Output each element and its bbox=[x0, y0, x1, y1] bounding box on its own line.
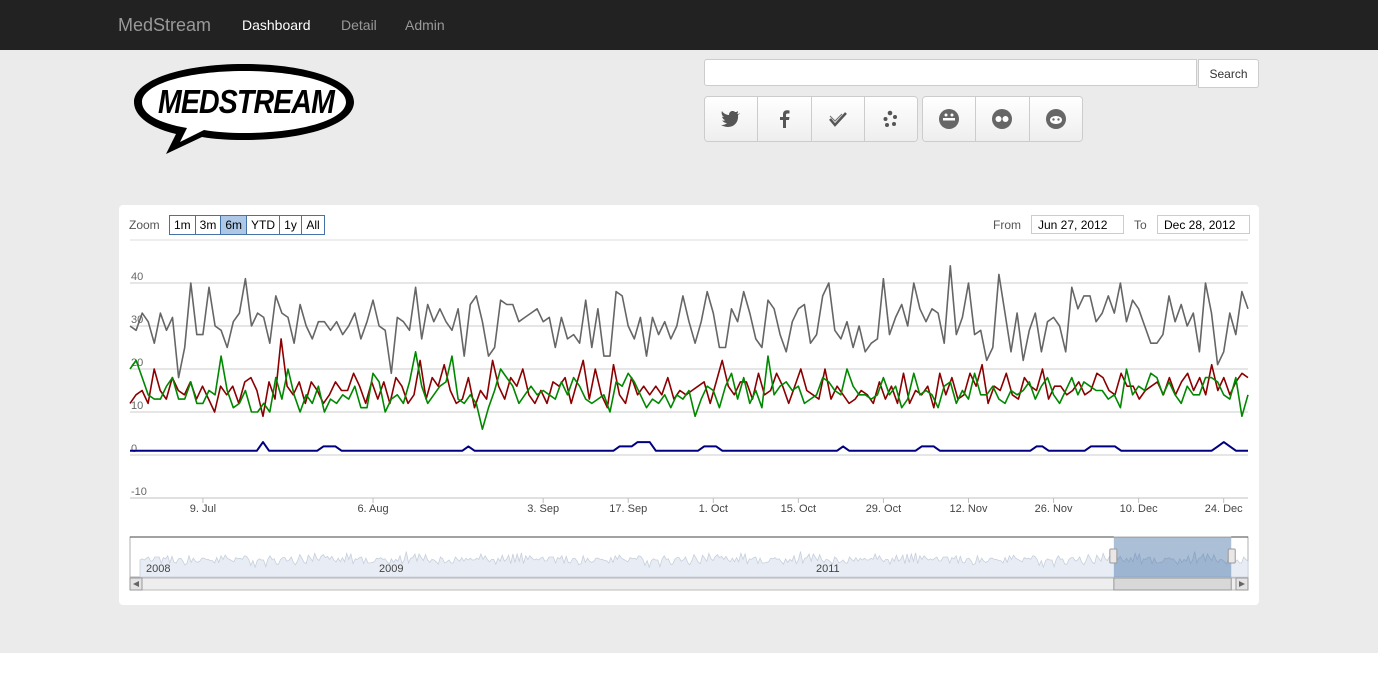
zoom-1m-button[interactable]: 1m bbox=[170, 216, 196, 234]
flickr-button[interactable] bbox=[976, 97, 1030, 141]
zoom-label: Zoom bbox=[129, 218, 160, 232]
series-gray-line bbox=[129, 264, 1249, 379]
navigator-selection[interactable] bbox=[1113, 537, 1232, 577]
social-group-2 bbox=[922, 96, 1083, 142]
zoom-ytd-button[interactable]: YTD bbox=[247, 216, 281, 234]
x-tick-label: 9. Jul bbox=[190, 503, 216, 515]
brand-link[interactable]: MedStream bbox=[118, 15, 212, 35]
nav-dashboard[interactable]: Dashboard bbox=[242, 17, 311, 33]
scrollbar-thumb[interactable] bbox=[1113, 577, 1232, 591]
medstream-logo: MEDSTREAM bbox=[134, 64, 354, 154]
x-tick-label: 6. Aug bbox=[357, 503, 388, 515]
search-button[interactable]: Search bbox=[1198, 59, 1259, 88]
y-tick-label: 40 bbox=[131, 271, 143, 283]
navigator-year-label: 2011 bbox=[816, 563, 840, 575]
facebook-button[interactable] bbox=[758, 97, 812, 141]
reddit-icon bbox=[1045, 109, 1066, 129]
social-group-1 bbox=[704, 96, 918, 142]
patient-opinion-icon bbox=[939, 109, 960, 129]
navigator-year-label: 2009 bbox=[379, 563, 403, 575]
zoom-6m-button[interactable]: 6m bbox=[221, 216, 248, 234]
x-tick-label: 3. Sep bbox=[527, 503, 559, 515]
facebook-icon bbox=[780, 110, 790, 128]
x-tick-label: 24. Dec bbox=[1205, 503, 1243, 515]
navbar: MedStream Dashboard Detail Admin bbox=[0, 0, 1378, 50]
x-tick-label: 17. Sep bbox=[609, 503, 647, 515]
series-green-line bbox=[129, 351, 1249, 430]
scroll-right-arrow-icon bbox=[1239, 581, 1245, 587]
x-tick-label: 1. Oct bbox=[699, 503, 728, 515]
stock-chart-panel: Zoom 1m 3m 6m YTD 1y All From Jun 27, 20… bbox=[119, 205, 1259, 605]
zoom-1y-button[interactable]: 1y bbox=[280, 216, 303, 234]
x-tick-label: 15. Oct bbox=[781, 503, 816, 515]
from-date-input[interactable]: Jun 27, 2012 bbox=[1031, 215, 1124, 234]
search-input[interactable] bbox=[704, 59, 1197, 86]
flickr-icon bbox=[992, 109, 1013, 129]
twitter-icon bbox=[721, 111, 741, 127]
y-tick-label: -10 bbox=[131, 486, 147, 498]
x-tick-label: 12. Nov bbox=[950, 503, 988, 515]
series-blue-line bbox=[130, 441, 1248, 452]
y-tick-label: 10 bbox=[131, 400, 143, 412]
nav-detail[interactable]: Detail bbox=[341, 17, 377, 33]
navigator-year-label: 2008 bbox=[146, 563, 170, 575]
zoom-button-group: 1m 3m 6m YTD 1y All bbox=[169, 215, 326, 235]
twitter-button[interactable] bbox=[705, 97, 759, 141]
zoom-all-button[interactable]: All bbox=[302, 216, 325, 234]
to-label: To bbox=[1134, 218, 1147, 232]
navigator-handle-left[interactable] bbox=[1109, 548, 1118, 564]
x-tick-label: 10. Dec bbox=[1120, 503, 1158, 515]
from-label: From bbox=[993, 218, 1021, 232]
to-date-input[interactable]: Dec 28, 2012 bbox=[1157, 215, 1250, 234]
navigator-series bbox=[139, 551, 1249, 578]
y-tick-label: 0 bbox=[131, 443, 137, 455]
x-tick-label: 29. Oct bbox=[866, 503, 901, 515]
reddit-button[interactable] bbox=[1029, 97, 1082, 141]
navigator-handle-right[interactable] bbox=[1227, 548, 1236, 564]
scrollbar-track[interactable] bbox=[129, 577, 1249, 591]
foursquare-icon bbox=[828, 112, 847, 127]
scroll-left-arrow-icon bbox=[133, 581, 139, 587]
nav-admin[interactable]: Admin bbox=[405, 17, 445, 33]
logo-text: MEDSTREAM bbox=[158, 83, 336, 120]
yelp-button[interactable] bbox=[864, 97, 917, 141]
x-tick-label: 26. Nov bbox=[1035, 503, 1073, 515]
yelp-icon bbox=[883, 110, 897, 127]
foursquare-button[interactable] bbox=[811, 97, 865, 141]
footer bbox=[0, 653, 1378, 691]
zoom-3m-button[interactable]: 3m bbox=[195, 216, 222, 234]
patient-opinion-button[interactable] bbox=[923, 97, 977, 141]
